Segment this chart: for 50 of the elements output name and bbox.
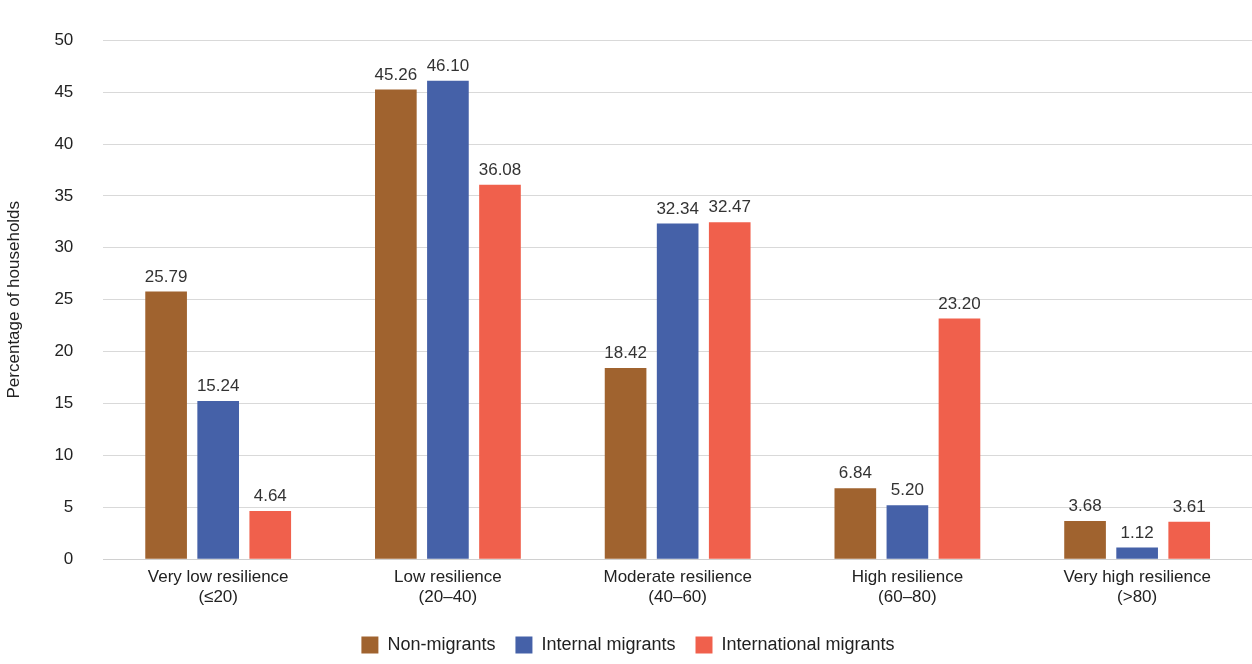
- data-label: 3.68: [1068, 496, 1102, 516]
- data-label: 15.24: [196, 376, 240, 396]
- data-label: 23.20: [938, 293, 981, 313]
- data-label: 32.47: [708, 197, 751, 217]
- y-tick-label: 10: [54, 445, 74, 465]
- bar: [249, 511, 292, 559]
- bar: [427, 80, 469, 559]
- y-tick-label: 50: [54, 29, 74, 49]
- bar: [938, 318, 981, 559]
- bar: [1116, 547, 1158, 559]
- bar: [1064, 521, 1106, 559]
- bar: [479, 184, 521, 559]
- bar: [604, 368, 647, 559]
- x-tick-label: High resilience (60–80): [851, 567, 964, 607]
- data-label: 25.79: [144, 266, 188, 286]
- legend-label: Internal migrants: [541, 633, 676, 654]
- data-label: 32.34: [656, 198, 699, 218]
- data-label: 46.10: [426, 55, 470, 75]
- x-tick-label: Very high resilience (>80): [1063, 567, 1211, 607]
- x-tick-label: Low resilience (20–40): [394, 567, 502, 607]
- y-tick-label: 35: [54, 185, 74, 205]
- data-label: 4.64: [253, 486, 287, 506]
- bar: [656, 223, 699, 559]
- data-label: 1.12: [1120, 522, 1154, 542]
- data-label: 3.61: [1172, 496, 1206, 516]
- bar: [375, 89, 417, 559]
- x-tick-label: Very low resilience (≤20): [147, 567, 289, 607]
- y-tick-label: 45: [54, 81, 74, 101]
- data-label: 6.84: [838, 463, 872, 483]
- data-label: 18.42: [604, 343, 647, 363]
- bar: [834, 488, 877, 559]
- y-tick-label: 25: [54, 289, 74, 309]
- y-tick-label: 40: [54, 133, 74, 153]
- y-tick-label: 30: [54, 237, 74, 257]
- bar: [1168, 521, 1211, 559]
- data-label: 45.26: [374, 64, 418, 84]
- y-tick-label: 0: [63, 548, 74, 568]
- bar: [886, 505, 929, 559]
- data-label: 5.20: [890, 480, 924, 500]
- bar: [197, 401, 240, 559]
- legend-label: Non-migrants: [387, 633, 496, 654]
- y-tick-label: 5: [63, 496, 74, 516]
- data-label: 36.08: [478, 159, 522, 179]
- legend-label: International migrants: [721, 633, 895, 654]
- bar: [145, 291, 187, 559]
- y-tick-label: 15: [54, 393, 74, 413]
- y-axis-title: Percentage of households: [3, 200, 23, 399]
- bar: [708, 222, 751, 559]
- x-tick-label: Moderate resilience (40–60): [603, 567, 752, 607]
- y-tick-label: 20: [54, 341, 74, 361]
